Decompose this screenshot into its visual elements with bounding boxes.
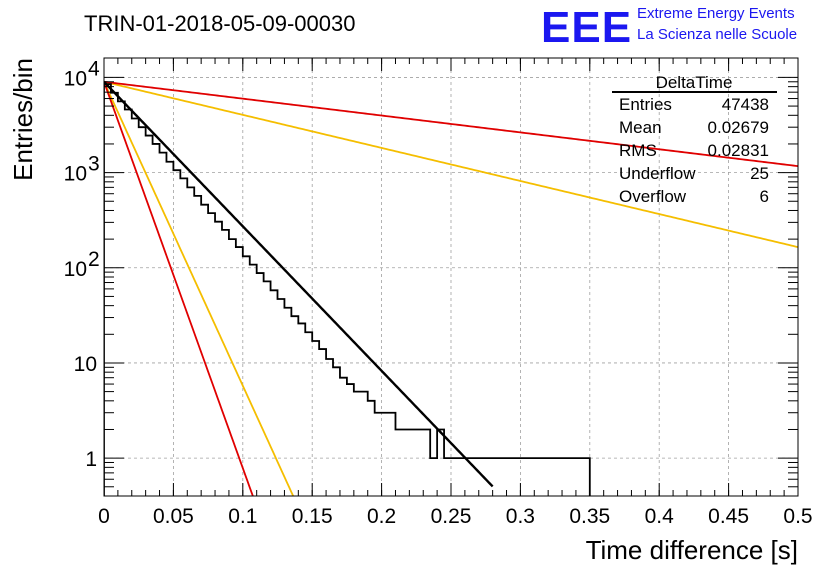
y-tick-label: 10 [74, 353, 97, 376]
logo-line-1: Extreme Energy Events [637, 5, 795, 22]
x-tick-label: 0.25 [431, 505, 472, 528]
y-tick-exponent: 2 [88, 248, 100, 271]
x-tick-label: 0.35 [569, 505, 610, 528]
histogram [104, 83, 591, 496]
logo-line-2: La Scienza nelle Scuole [637, 26, 797, 43]
yellow-exponential-curve [104, 81, 295, 496]
stats-value: 0.02679 [708, 118, 769, 137]
black-exponential-curve [104, 80, 494, 488]
stats-value: 47438 [722, 95, 769, 114]
eee-logo: EEE [541, 3, 632, 52]
stats-label: RMS [619, 141, 657, 160]
x-tick-label: 0.45 [708, 505, 749, 528]
axis-ticks: 0 0.05 0.1 0.15 0.2 0.25 0.3 0.35 0.4 0.45 0.5 1 10 1… [64, 57, 813, 528]
x-tick-label: 0.4 [645, 505, 675, 528]
y-tick-label: 10 [64, 67, 87, 90]
chart-title: TRIN-01-2018-05-09-00030 [84, 11, 356, 36]
x-tick-label: 0.05 [153, 505, 194, 528]
x-axis-title: Time difference [s] [586, 535, 798, 565]
y-axis-title: Entries/bin [8, 58, 38, 181]
stats-label: Underflow [619, 164, 696, 183]
red-exponential-curve [104, 80, 798, 168]
stats-value: 0.02831 [708, 141, 769, 160]
stats-label: Mean [619, 118, 662, 137]
stats-label: Overflow [619, 187, 687, 206]
stats-value: 6 [760, 187, 769, 206]
stats-title: DeltaTime [656, 73, 733, 92]
stats-box: DeltaTime Entries 47438 Mean 0.02679 RMS 0.02… [612, 73, 777, 206]
x-tick-label: 0.1 [228, 505, 257, 528]
x-tick-label: 0.2 [367, 505, 396, 528]
fit-curves [104, 80, 798, 496]
stats-label: Entries [619, 95, 672, 114]
grid [104, 58, 798, 496]
y-tick-label: 10 [64, 258, 87, 281]
y-tick-exponent: 3 [88, 153, 100, 176]
yellow-exponential-curve [104, 80, 798, 248]
x-tick-label: 0.5 [783, 505, 812, 528]
stats-value: 25 [750, 164, 769, 183]
y-tick-label: 1 [85, 448, 97, 471]
x-tick-label: 0.15 [292, 505, 333, 528]
y-tick-exponent: 4 [88, 57, 100, 80]
histogram-outline [104, 83, 591, 496]
red-exponential-curve [104, 81, 254, 496]
y-tick-label: 10 [64, 163, 87, 186]
x-tick-label: 0 [98, 505, 110, 528]
x-tick-label: 0.3 [506, 505, 535, 528]
